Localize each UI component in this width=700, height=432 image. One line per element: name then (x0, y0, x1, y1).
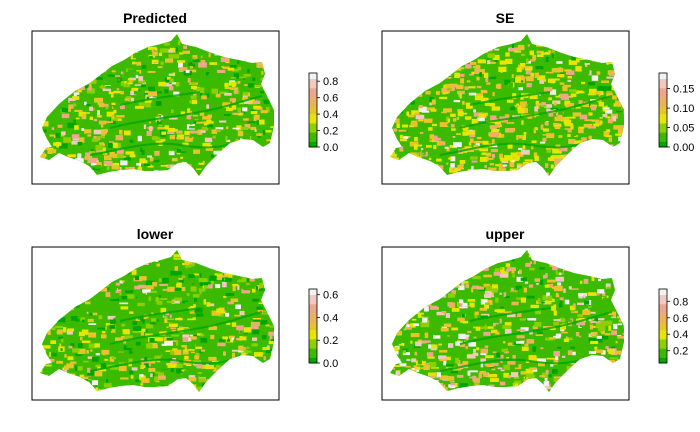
panel-title: lower (137, 226, 174, 242)
legend-tick-label: 0.6 (323, 290, 338, 302)
panel-title: upper (486, 226, 525, 242)
legend-tick-label: 0.0 (323, 358, 338, 370)
map-frame (381, 30, 630, 185)
color-legend: 0.0 0.2 0.4 0.6 (308, 288, 338, 370)
map-panel-upper: upper 0.2 0.4 0.6 0.8 (381, 226, 688, 401)
map-frame (31, 30, 280, 185)
switzerland-map (390, 34, 624, 176)
map-panel-se: SE 0.00 0.05 0.10 0.15 (381, 10, 694, 185)
legend-tick-label: 0.6 (673, 313, 688, 325)
legend-tick-label: 0.0 (323, 142, 338, 154)
switzerland-map (40, 250, 274, 392)
color-legend: 0.00 0.05 0.10 0.15 (658, 72, 694, 154)
legend-tick-label: 0.4 (323, 313, 338, 325)
color-legend: 0.0 0.2 0.4 0.6 0.8 (308, 72, 338, 154)
legend-tick-label: 0.8 (673, 296, 688, 308)
legend-tick-label: 0.05 (673, 123, 694, 135)
legend-tick-label: 0.2 (673, 346, 688, 358)
panel-title: Predicted (123, 10, 187, 26)
legend-tick-label: 0.10 (673, 103, 694, 115)
map-panel-lower: lower 0.0 0.2 0.4 0.6 (31, 226, 338, 401)
switzerland-map (390, 250, 624, 392)
legend-tick-label: 0.8 (323, 76, 338, 88)
map-frame (31, 246, 280, 401)
legend-tick-label: 0.2 (323, 335, 338, 347)
map-panel-predicted: Predicted 0.0 0.2 0.4 0.6 0.8 (31, 10, 338, 185)
panel-title: SE (496, 10, 515, 26)
legend-tick-label: 0.2 (323, 126, 338, 138)
map-frame (381, 246, 630, 401)
legend-tick-label: 0.4 (673, 329, 688, 341)
color-legend: 0.2 0.4 0.6 0.8 (658, 288, 688, 364)
legend-tick-label: 0.15 (673, 84, 694, 96)
switzerland-map (40, 34, 274, 176)
legend-tick-label: 0.6 (323, 93, 338, 105)
legend-tick-label: 0.4 (323, 109, 338, 121)
legend-tick-label: 0.00 (673, 142, 694, 154)
